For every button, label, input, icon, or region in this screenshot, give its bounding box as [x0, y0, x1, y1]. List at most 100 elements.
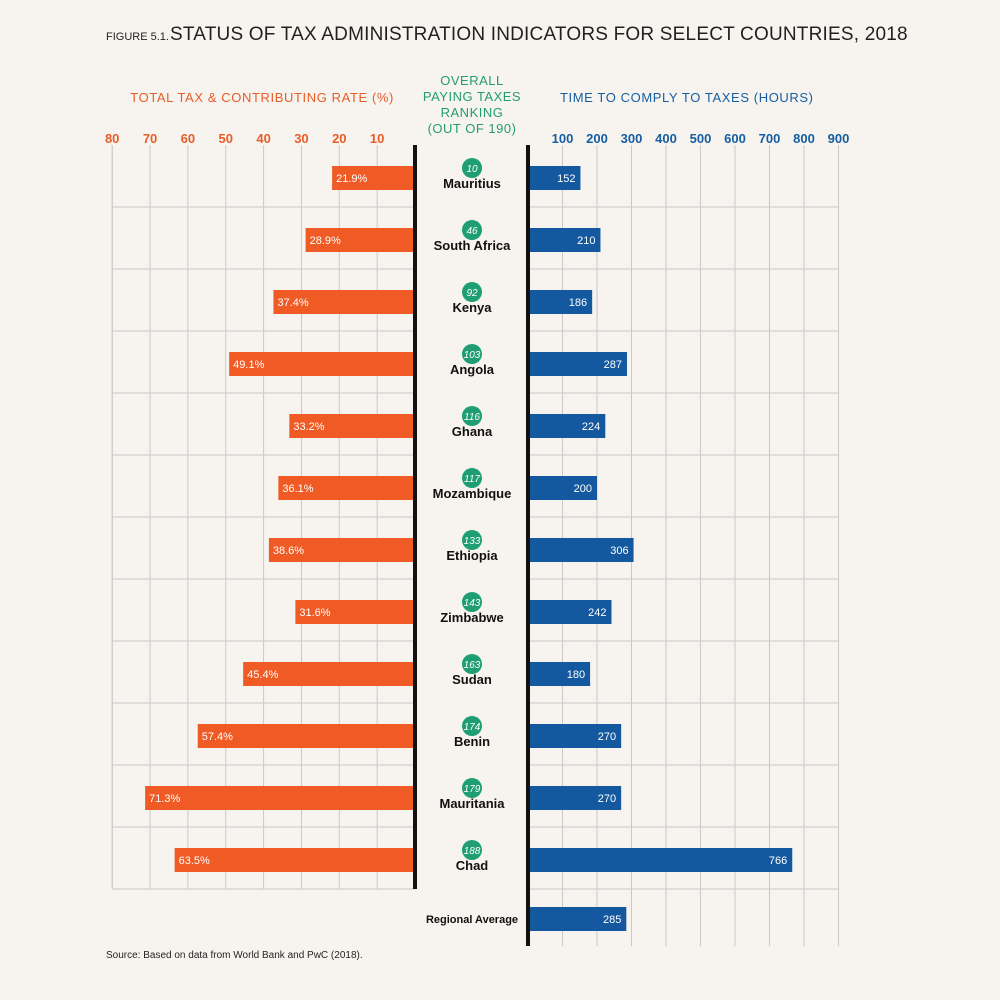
ranking-title-line-3: RANKING	[441, 105, 504, 120]
right-axis-ticks: 100 200 300 400 500 600 700 800 900	[552, 131, 850, 146]
tax-rate-bar	[305, 228, 415, 252]
country-name: Chad	[456, 858, 489, 873]
rank-value: 103	[464, 350, 481, 361]
rank-value: 46	[466, 226, 478, 237]
tax-rate-label: 49.1%	[233, 359, 264, 371]
right-tick-label: 300	[621, 131, 643, 146]
hours-bar	[528, 290, 593, 314]
tax-rate-bar	[243, 662, 415, 686]
tax-rate-bar	[268, 538, 415, 562]
hours-bar	[528, 848, 793, 872]
rank-badge	[462, 344, 482, 364]
rank-badge	[462, 654, 482, 674]
tax-rate-bar	[295, 600, 415, 624]
country-name: Mauritania	[439, 796, 505, 811]
left-tick-label: 50	[219, 131, 233, 146]
rank-badge	[462, 840, 482, 860]
tax-rate-label: 28.9%	[310, 235, 341, 247]
regional-average-value: 285	[603, 914, 621, 926]
rank-value: 92	[466, 288, 478, 299]
country-name: Ethiopia	[446, 548, 498, 563]
country-name: Kenya	[452, 300, 492, 315]
tax-rate-label: 36.1%	[282, 483, 313, 495]
rank-badge	[462, 282, 482, 302]
right-tick-label: 800	[793, 131, 815, 146]
hours-bar	[528, 600, 612, 624]
rank-value: 174	[464, 722, 481, 733]
hours-label: 224	[582, 421, 600, 433]
rank-value: 116	[464, 412, 480, 423]
tax-rate-label: 71.3%	[149, 793, 180, 805]
country-name: Mozambique	[433, 486, 512, 501]
rank-badge	[462, 220, 482, 240]
right-tick-label: 700	[759, 131, 781, 146]
country-name: Ghana	[452, 424, 493, 439]
ranking-title-line-4: (OUT OF 190)	[428, 121, 517, 136]
right-tick-label: 900	[828, 131, 850, 146]
gridlines	[111, 145, 839, 946]
ranking-title-line-1: OVERALL	[440, 73, 503, 88]
ranking-title-line-2: PAYING TAXES	[423, 89, 521, 104]
left-tick-label: 30	[294, 131, 308, 146]
country-name: Zimbabwe	[440, 610, 504, 625]
regional-average-bar	[528, 907, 627, 931]
right-tick-label: 500	[690, 131, 712, 146]
hours-label: 152	[557, 173, 575, 185]
regional-average-label: Regional Average	[426, 914, 518, 926]
rank-badge	[462, 158, 482, 178]
right-tick-label: 100	[552, 131, 574, 146]
source-note: Source: Based on data from World Bank an…	[106, 950, 363, 961]
tax-rate-bar	[289, 414, 415, 438]
tax-rate-label: 63.5%	[179, 855, 210, 867]
tax-rate-bar	[174, 848, 415, 872]
hours-label: 200	[574, 483, 592, 495]
center-axes	[413, 145, 530, 946]
hours-label: 186	[569, 297, 587, 309]
tax-rate-label: 37.4%	[277, 297, 308, 309]
rank-value: 179	[464, 784, 481, 795]
tax-rate-label: 33.2%	[293, 421, 324, 433]
hours-label: 210	[577, 235, 595, 247]
tax-rate-bar	[197, 724, 415, 748]
rank-badge	[462, 468, 482, 488]
left-tick-label: 40	[256, 131, 270, 146]
figure-title: STATUS OF TAX ADMINISTRATION INDICATORS …	[170, 24, 908, 45]
figure-label: FIGURE 5.1.	[106, 31, 169, 43]
rank-badge	[462, 716, 482, 736]
rank-value: 133	[464, 536, 481, 547]
left-tick-label: 80	[105, 131, 119, 146]
tax-rate-bar	[229, 352, 415, 376]
hours-label: 180	[567, 669, 585, 681]
left-tick-label: 70	[143, 131, 157, 146]
country-name: Sudan	[452, 672, 492, 687]
country-name: South Africa	[434, 238, 512, 253]
tax-rate-bar	[278, 476, 415, 500]
country-name: Angola	[450, 362, 495, 377]
rank-value: 188	[464, 846, 481, 857]
left-tick-label: 10	[370, 131, 384, 146]
left-tick-label: 60	[181, 131, 195, 146]
right-tick-label: 600	[724, 131, 746, 146]
hours-bar	[528, 352, 628, 376]
rank-badge	[462, 778, 482, 798]
left-axis-ticks: 80 70 60 50 40 30 20 10	[105, 131, 384, 146]
hours-bar	[528, 786, 622, 810]
left-axis-title: TOTAL TAX & CONTRIBUTING RATE (%)	[130, 90, 394, 105]
hours-bar	[528, 538, 634, 562]
hours-label: 270	[598, 731, 616, 743]
hours-bar	[528, 724, 622, 748]
tax-rate-label: 45.4%	[247, 669, 278, 681]
rank-badge	[462, 406, 482, 426]
rank-value: 10	[466, 164, 478, 175]
